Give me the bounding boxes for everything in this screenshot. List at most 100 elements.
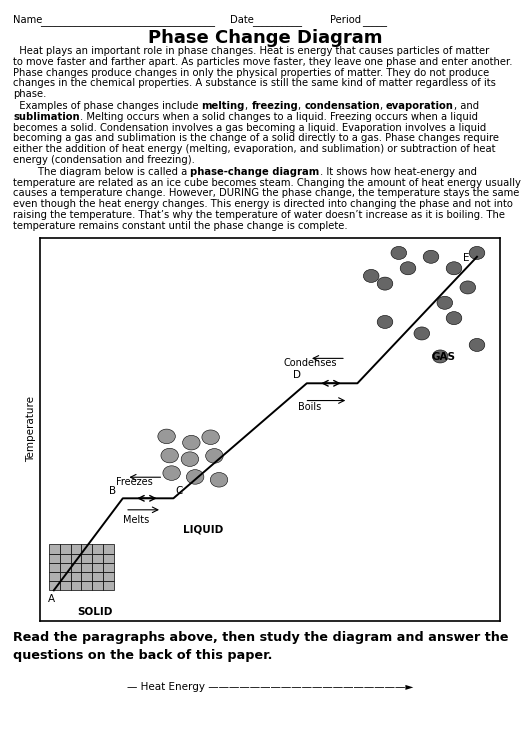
Bar: [103, 562, 113, 572]
Text: ,: ,: [298, 101, 304, 111]
Text: SOLID: SOLID: [77, 607, 112, 617]
Circle shape: [469, 339, 485, 351]
Bar: [60, 562, 70, 572]
Bar: [49, 562, 60, 572]
Text: temperature remains constant until the phase change is complete.: temperature remains constant until the p…: [13, 221, 348, 231]
Text: energy (condensation and freezing).: energy (condensation and freezing).: [13, 155, 195, 165]
Text: ,: ,: [245, 101, 251, 111]
Text: GAS: GAS: [431, 352, 455, 363]
Bar: [60, 581, 70, 590]
Text: Condenses: Condenses: [284, 358, 337, 368]
Circle shape: [183, 435, 200, 450]
Bar: [82, 581, 92, 590]
Circle shape: [423, 250, 439, 264]
Text: ___________________________________: ___________________________________: [40, 17, 215, 27]
Bar: [70, 545, 82, 554]
Text: Phase Change Diagram: Phase Change Diagram: [148, 29, 382, 47]
Text: sublimation: sublimation: [13, 112, 80, 122]
Text: . It shows how heat-energy and: . It shows how heat-energy and: [320, 167, 476, 177]
Text: condensation: condensation: [304, 101, 380, 111]
Circle shape: [400, 261, 416, 275]
Text: A: A: [48, 594, 55, 604]
Bar: [49, 581, 60, 590]
Text: Boils: Boils: [298, 402, 321, 412]
Bar: [70, 572, 82, 581]
Bar: [92, 554, 103, 562]
Text: even though the heat energy changes. This energy is directed into changing the p: even though the heat energy changes. Thi…: [13, 199, 513, 209]
Text: Read the paragraphs above, then study the diagram and answer the
questions on th: Read the paragraphs above, then study th…: [13, 631, 508, 662]
Text: E: E: [463, 252, 470, 263]
Circle shape: [181, 452, 199, 467]
Text: Heat plays an important role in phase changes. Heat is energy that causes partic: Heat plays an important role in phase ch…: [13, 46, 489, 56]
Bar: [49, 545, 60, 554]
Bar: [103, 581, 113, 590]
Circle shape: [446, 261, 462, 275]
Bar: [103, 554, 113, 562]
Bar: [82, 572, 92, 581]
Text: Examples of phase changes include: Examples of phase changes include: [13, 101, 201, 111]
Text: Period: Period: [330, 15, 361, 25]
Circle shape: [446, 312, 462, 324]
Bar: [70, 562, 82, 572]
Circle shape: [414, 327, 430, 340]
Bar: [70, 581, 82, 590]
Circle shape: [377, 315, 393, 329]
Circle shape: [432, 350, 448, 363]
Text: phase.: phase.: [13, 89, 47, 99]
Bar: [49, 554, 60, 562]
Text: B: B: [109, 487, 116, 497]
Circle shape: [460, 281, 475, 294]
Text: becomes a solid. Condensation involves a gas becoming a liquid. Evaporation invo: becomes a solid. Condensation involves a…: [13, 123, 486, 133]
Bar: [70, 554, 82, 562]
Bar: [82, 545, 92, 554]
Circle shape: [210, 473, 228, 487]
Text: raising the temperature. That’s why the temperature of water doesn’t increase as: raising the temperature. That’s why the …: [13, 210, 505, 220]
Text: . Melting occurs when a solid changes to a liquid. Freezing occurs when a liquid: . Melting occurs when a solid changes to…: [80, 112, 478, 122]
Text: ,: ,: [380, 101, 386, 111]
Text: _____: _____: [362, 17, 387, 27]
Circle shape: [391, 246, 407, 259]
Text: The diagram below is called a: The diagram below is called a: [13, 167, 190, 177]
Text: to move faster and farther apart. As particles move faster, they leave one phase: to move faster and farther apart. As par…: [13, 57, 513, 67]
Bar: [92, 572, 103, 581]
Circle shape: [469, 246, 485, 259]
Text: , and: , and: [454, 101, 479, 111]
Text: D: D: [293, 369, 301, 380]
Bar: [60, 545, 70, 554]
Bar: [103, 545, 113, 554]
Text: freezing: freezing: [251, 101, 298, 111]
Circle shape: [202, 430, 219, 444]
Text: LIQUID: LIQUID: [183, 525, 223, 535]
Text: phase-change diagram: phase-change diagram: [190, 167, 320, 177]
Text: causes a temperature change. However, DURING the phase change, the temperature s: causes a temperature change. However, DU…: [13, 189, 519, 198]
Bar: [82, 554, 92, 562]
Bar: [82, 562, 92, 572]
Circle shape: [161, 449, 179, 463]
Bar: [103, 572, 113, 581]
Bar: [60, 554, 70, 562]
Circle shape: [437, 297, 453, 309]
Text: changes in the chemical properties. A substance is still the same kind of matter: changes in the chemical properties. A su…: [13, 79, 496, 88]
Circle shape: [377, 277, 393, 290]
Bar: [49, 572, 60, 581]
Circle shape: [364, 270, 379, 282]
Text: Date: Date: [230, 15, 254, 25]
Bar: [92, 545, 103, 554]
Bar: [60, 572, 70, 581]
Circle shape: [187, 470, 204, 484]
Text: Melts: Melts: [123, 515, 149, 525]
Text: C: C: [176, 487, 183, 497]
Text: Name: Name: [13, 15, 42, 25]
Text: Phase changes produce changes in only the physical properties of matter. They do: Phase changes produce changes in only th…: [13, 67, 489, 78]
Text: evaporation: evaporation: [386, 101, 454, 111]
Text: temperature are related as an ice cube becomes steam. Changing the amount of hea: temperature are related as an ice cube b…: [13, 178, 521, 187]
Text: __________: __________: [252, 17, 302, 27]
Text: Freezes: Freezes: [116, 477, 153, 487]
Circle shape: [158, 429, 175, 443]
Text: — Heat Energy ———————————————————►: — Heat Energy ———————————————————►: [127, 682, 413, 692]
Text: becoming a gas and sublimation is the change of a solid directly to a gas. Phase: becoming a gas and sublimation is the ch…: [13, 133, 499, 143]
Y-axis label: Temperature: Temperature: [26, 396, 36, 462]
Bar: [92, 562, 103, 572]
Bar: [92, 581, 103, 590]
Text: melting: melting: [201, 101, 245, 111]
